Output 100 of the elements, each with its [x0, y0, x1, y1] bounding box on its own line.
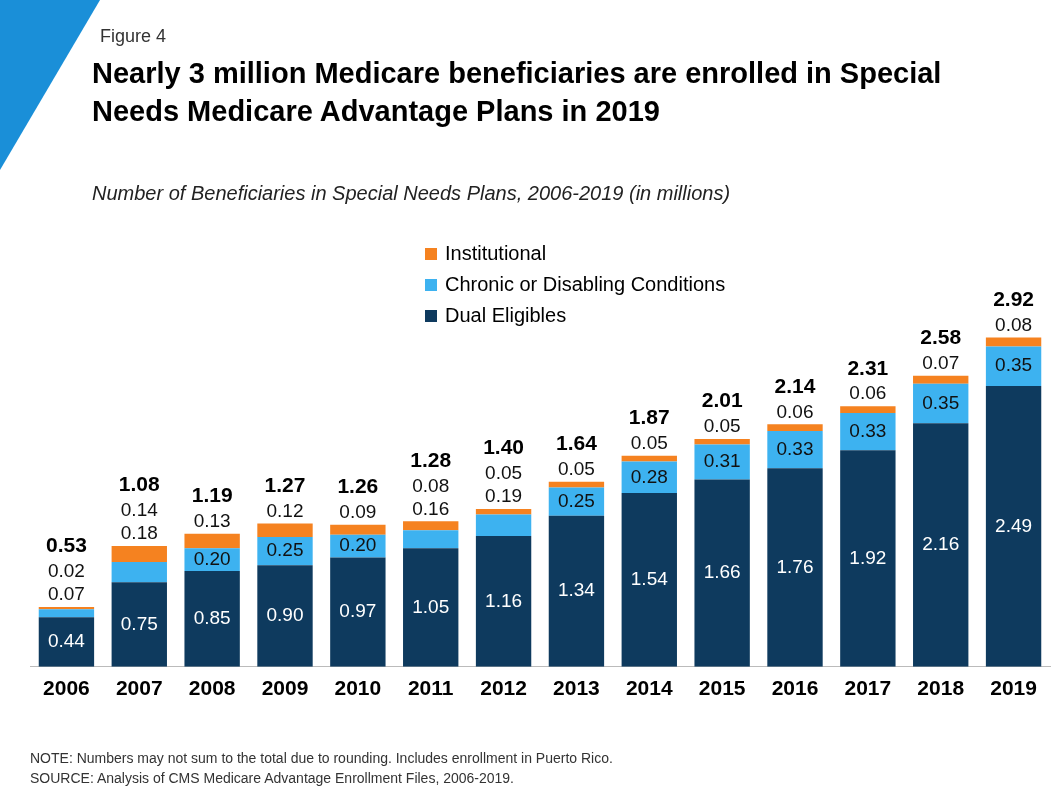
legend-label: Chronic or Disabling Conditions [445, 273, 726, 296]
data-label: 0.90 [266, 604, 304, 626]
bar [38, 609, 95, 618]
data-label: 2.16 [922, 533, 960, 555]
data-label: 2.49 [995, 514, 1033, 536]
bar [475, 508, 532, 515]
x-tick-label: 2012 [480, 676, 527, 700]
legend-label: Institutional [445, 242, 547, 265]
total-label: 1.27 [264, 472, 306, 496]
bar [548, 515, 605, 667]
total-label: 2.92 [993, 286, 1035, 310]
bar [111, 546, 167, 562]
data-label: 0.09 [339, 500, 377, 522]
bar [694, 444, 750, 480]
bar [621, 493, 677, 667]
x-tick-label: 2013 [553, 676, 600, 700]
data-label: 0.33 [849, 419, 887, 441]
data-label: 0.31 [703, 450, 741, 472]
data-label: 0.35 [995, 354, 1033, 376]
data-label: 1.34 [557, 579, 596, 601]
bar [111, 561, 167, 583]
text: NOTE: Numbers may not sum to the total due to rounding. Includes enrollment in Puerto Rico. [30, 750, 613, 766]
bar [111, 582, 167, 667]
bar [985, 385, 1042, 667]
bar [184, 533, 240, 549]
bar [985, 337, 1042, 347]
data-label: 0.06 [776, 400, 814, 422]
data-label: 0.44 [47, 630, 86, 652]
data-label: 0.14 [120, 499, 159, 521]
total-label: 2.58 [920, 325, 962, 349]
data-label: 0.05 [703, 415, 741, 437]
data-label: 0.05 [485, 462, 523, 484]
total-label: 1.40 [483, 435, 525, 459]
data-label: 0.97 [339, 600, 377, 622]
total-label: 0.53 [45, 533, 87, 557]
total-label: 1.28 [410, 447, 452, 471]
data-label: 0.08 [412, 474, 450, 496]
data-label: 0.13 [193, 509, 231, 531]
x-tick-label: 2015 [698, 676, 746, 700]
bar [840, 450, 896, 667]
bar [475, 535, 532, 667]
bar [767, 424, 823, 432]
bar [913, 423, 969, 667]
data-label: 0.06 [849, 382, 887, 404]
data-label: 0.16 [412, 497, 450, 519]
x-tick-label: 2007 [115, 676, 163, 700]
data-label: 1.16 [485, 589, 523, 611]
bar [767, 468, 823, 667]
data-label: 1.54 [630, 568, 669, 590]
data-label: 0.85 [193, 607, 231, 629]
x-tick-label: 2014 [625, 676, 673, 700]
x-tick-label: 2018 [917, 676, 965, 700]
bar [403, 521, 459, 531]
data-label: 0.05 [630, 432, 668, 454]
bar [475, 514, 532, 536]
x-tick-label: 2016 [771, 676, 819, 700]
data-label: 0.33 [776, 437, 814, 459]
data-label: 0.25 [266, 539, 304, 561]
bar [694, 479, 750, 667]
bar [840, 406, 896, 413]
data-label: 0.28 [630, 465, 668, 487]
bar [621, 455, 677, 462]
total-label: 2.31 [847, 355, 889, 379]
total-label: 1.26 [337, 473, 379, 497]
bar [403, 548, 459, 667]
x-tick-label: 2010 [334, 676, 382, 700]
total-label: 1.19 [191, 482, 233, 506]
total-label: 1.87 [628, 405, 670, 429]
data-label: 0.18 [120, 522, 158, 544]
data-label: 0.75 [120, 612, 158, 634]
data-label: 0.07 [47, 583, 85, 605]
x-tick-label: 2008 [188, 676, 236, 700]
x-tick-label: 2006 [43, 676, 90, 700]
data-label: 1.05 [412, 595, 450, 617]
bar [184, 570, 240, 667]
x-tick-label: 2009 [261, 676, 309, 700]
data-label: 0.20 [339, 534, 377, 556]
data-label: 0.05 [557, 458, 595, 480]
chart-title: Nearly 3 million Medicare beneficiaries are enrolled in Special Needs Medicare Advantage Plans in 2019 [92, 56, 943, 129]
data-label: 1.76 [776, 555, 814, 577]
legend-label: Dual Eligibles [445, 304, 567, 327]
data-label: 0.08 [995, 313, 1033, 335]
data-label: 0.35 [922, 391, 960, 413]
bar [257, 565, 313, 667]
total-label: 2.14 [774, 373, 816, 397]
data-label: 0.02 [47, 560, 85, 582]
data-label: 0.20 [193, 547, 231, 569]
data-label: 0.12 [266, 499, 304, 521]
x-tick-label: 2017 [844, 676, 892, 700]
bar [403, 530, 459, 549]
bar [330, 524, 386, 535]
data-label: 1.66 [703, 561, 741, 583]
total-label: 1.08 [118, 472, 161, 496]
bar [913, 375, 969, 384]
total-label: 1.64 [555, 431, 598, 455]
data-label: 1.92 [849, 546, 887, 568]
bar [694, 438, 750, 445]
data-label: 0.19 [485, 485, 523, 507]
total-label: 2.01 [701, 388, 743, 412]
bar [330, 557, 386, 667]
